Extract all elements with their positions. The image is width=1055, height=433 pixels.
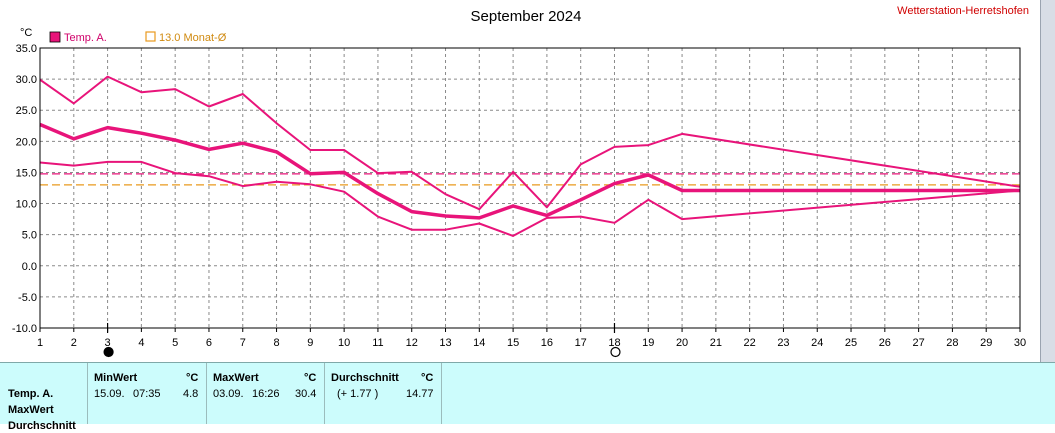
stats-panel: Temp. A. MaxWert Durchschnitt MinWert °C… (0, 362, 1055, 432)
y-tick-label: 30.0 (16, 74, 37, 86)
legend-monthly-avg-swatch (145, 31, 156, 42)
chart-title: September 2024 (471, 8, 582, 25)
row-label-temp: Temp. A. (8, 388, 54, 400)
row-label-avg: Durchschnitt (8, 420, 76, 432)
min-header: MinWert (94, 372, 138, 384)
max-date: 03.09. (213, 388, 244, 400)
x-tick-label: 6 (206, 337, 212, 349)
legend: Temp. A. 13.0 Monat-Ø (49, 31, 227, 44)
marker-dot-filled (103, 346, 114, 358)
legend-temp-label: Temp. A. (64, 32, 107, 44)
x-tick-label: 11 (372, 337, 383, 349)
x-tick-label: 13 (439, 337, 451, 349)
y-tick-label: 25.0 (16, 105, 37, 117)
site-name: Wetterstation-Herretshofen (897, 5, 1029, 17)
avg-header: Durchschnitt (331, 372, 399, 384)
min-date: 15.09. (94, 388, 125, 400)
series-lines (39, 75, 1021, 237)
x-tick-label: 19 (642, 337, 654, 349)
x-tick-label: 8 (273, 337, 279, 349)
x-tick-label: 16 (541, 337, 553, 349)
x-tick-label: 12 (406, 337, 418, 349)
y-tick-label: -5.0 (18, 292, 37, 304)
marker-dot-open (610, 346, 621, 358)
column-divider (206, 363, 207, 424)
x-tick-label: 30 (1014, 337, 1026, 349)
column-divider (87, 363, 88, 424)
max-header: MaxWert (213, 372, 259, 384)
min-unit: °C (186, 372, 199, 384)
plot-area-border (39, 47, 1021, 329)
x-tick-label: 9 (307, 337, 313, 349)
avg-value: 14.77 (406, 388, 434, 400)
x-tick-label: 7 (240, 337, 246, 349)
x-tick-label: 4 (138, 337, 144, 349)
x-tick-label: 21 (710, 337, 722, 349)
x-tick-label: 22 (744, 337, 756, 349)
series-line-avg (39, 122, 1020, 220)
min-value: 4.8 (183, 388, 199, 400)
x-tick-label: 28 (946, 337, 958, 349)
y-axis-unit: °C (20, 27, 32, 39)
x-tick-label: 14 (473, 337, 485, 349)
x-tick-label: 23 (777, 337, 789, 349)
legend-monthly-avg-label: 13.0 Monat-Ø (159, 32, 227, 44)
grid (40, 48, 1020, 328)
x-tick-label: 17 (575, 337, 587, 349)
x-tick-label: 29 (980, 337, 992, 349)
x-tick-label: 18 (608, 337, 620, 349)
x-tick-label: 27 (912, 337, 924, 349)
x-tick-label: 1 (37, 337, 43, 349)
x-tick-label: 5 (172, 337, 178, 349)
row-label-max: MaxWert (8, 404, 54, 416)
x-tick-label: 24 (811, 337, 823, 349)
legend-temp-swatch (49, 31, 61, 43)
x-tick-label: 10 (338, 337, 350, 349)
y-tick-label: 35.0 (16, 43, 37, 55)
x-tick-label: 25 (845, 337, 857, 349)
max-value: 30.4 (295, 388, 317, 400)
temperature-chart: September 2024 °C Temp. A. 13.0 Monat-Ø … (12, 8, 1026, 358)
y-axis: 35.0 30.0 25.0 20.0 15.0 10.0 5.0 0.0 -5.0 -10.0 (12, 43, 37, 335)
y-tick-label: 10.0 (16, 199, 37, 211)
y-tick-label: 0.0 (22, 261, 37, 273)
series-line-max (39, 75, 1021, 211)
window-side-edge (1040, 0, 1055, 362)
reference-lines (40, 173, 1020, 186)
x-tick-label: 20 (676, 337, 688, 349)
series-line-min (39, 160, 1021, 237)
min-time: 07:35 (133, 388, 161, 400)
y-tick-label: 20.0 (16, 136, 37, 148)
x-tick-label: 26 (879, 337, 891, 349)
y-tick-label: -10.0 (12, 323, 37, 335)
avg-unit: °C (421, 372, 434, 384)
column-divider (441, 363, 442, 424)
max-time: 16:26 (252, 388, 280, 400)
y-tick-label: 15.0 (16, 167, 37, 179)
x-axis: 1 2 3 4 5 6 7 8 9 10 11 12 13 14 15 16 17 18 19 20 21 22 23 24 2… (37, 328, 1026, 349)
column-divider (324, 363, 325, 424)
x-tick-label: 3 (105, 337, 111, 349)
max-unit: °C (304, 372, 317, 384)
x-tick-label: 2 (71, 337, 77, 349)
avg-deviation: (+ 1.77 ) (337, 388, 379, 400)
x-tick-label: 15 (507, 337, 519, 349)
y-tick-label: 5.0 (22, 230, 37, 242)
day-markers (103, 323, 621, 358)
